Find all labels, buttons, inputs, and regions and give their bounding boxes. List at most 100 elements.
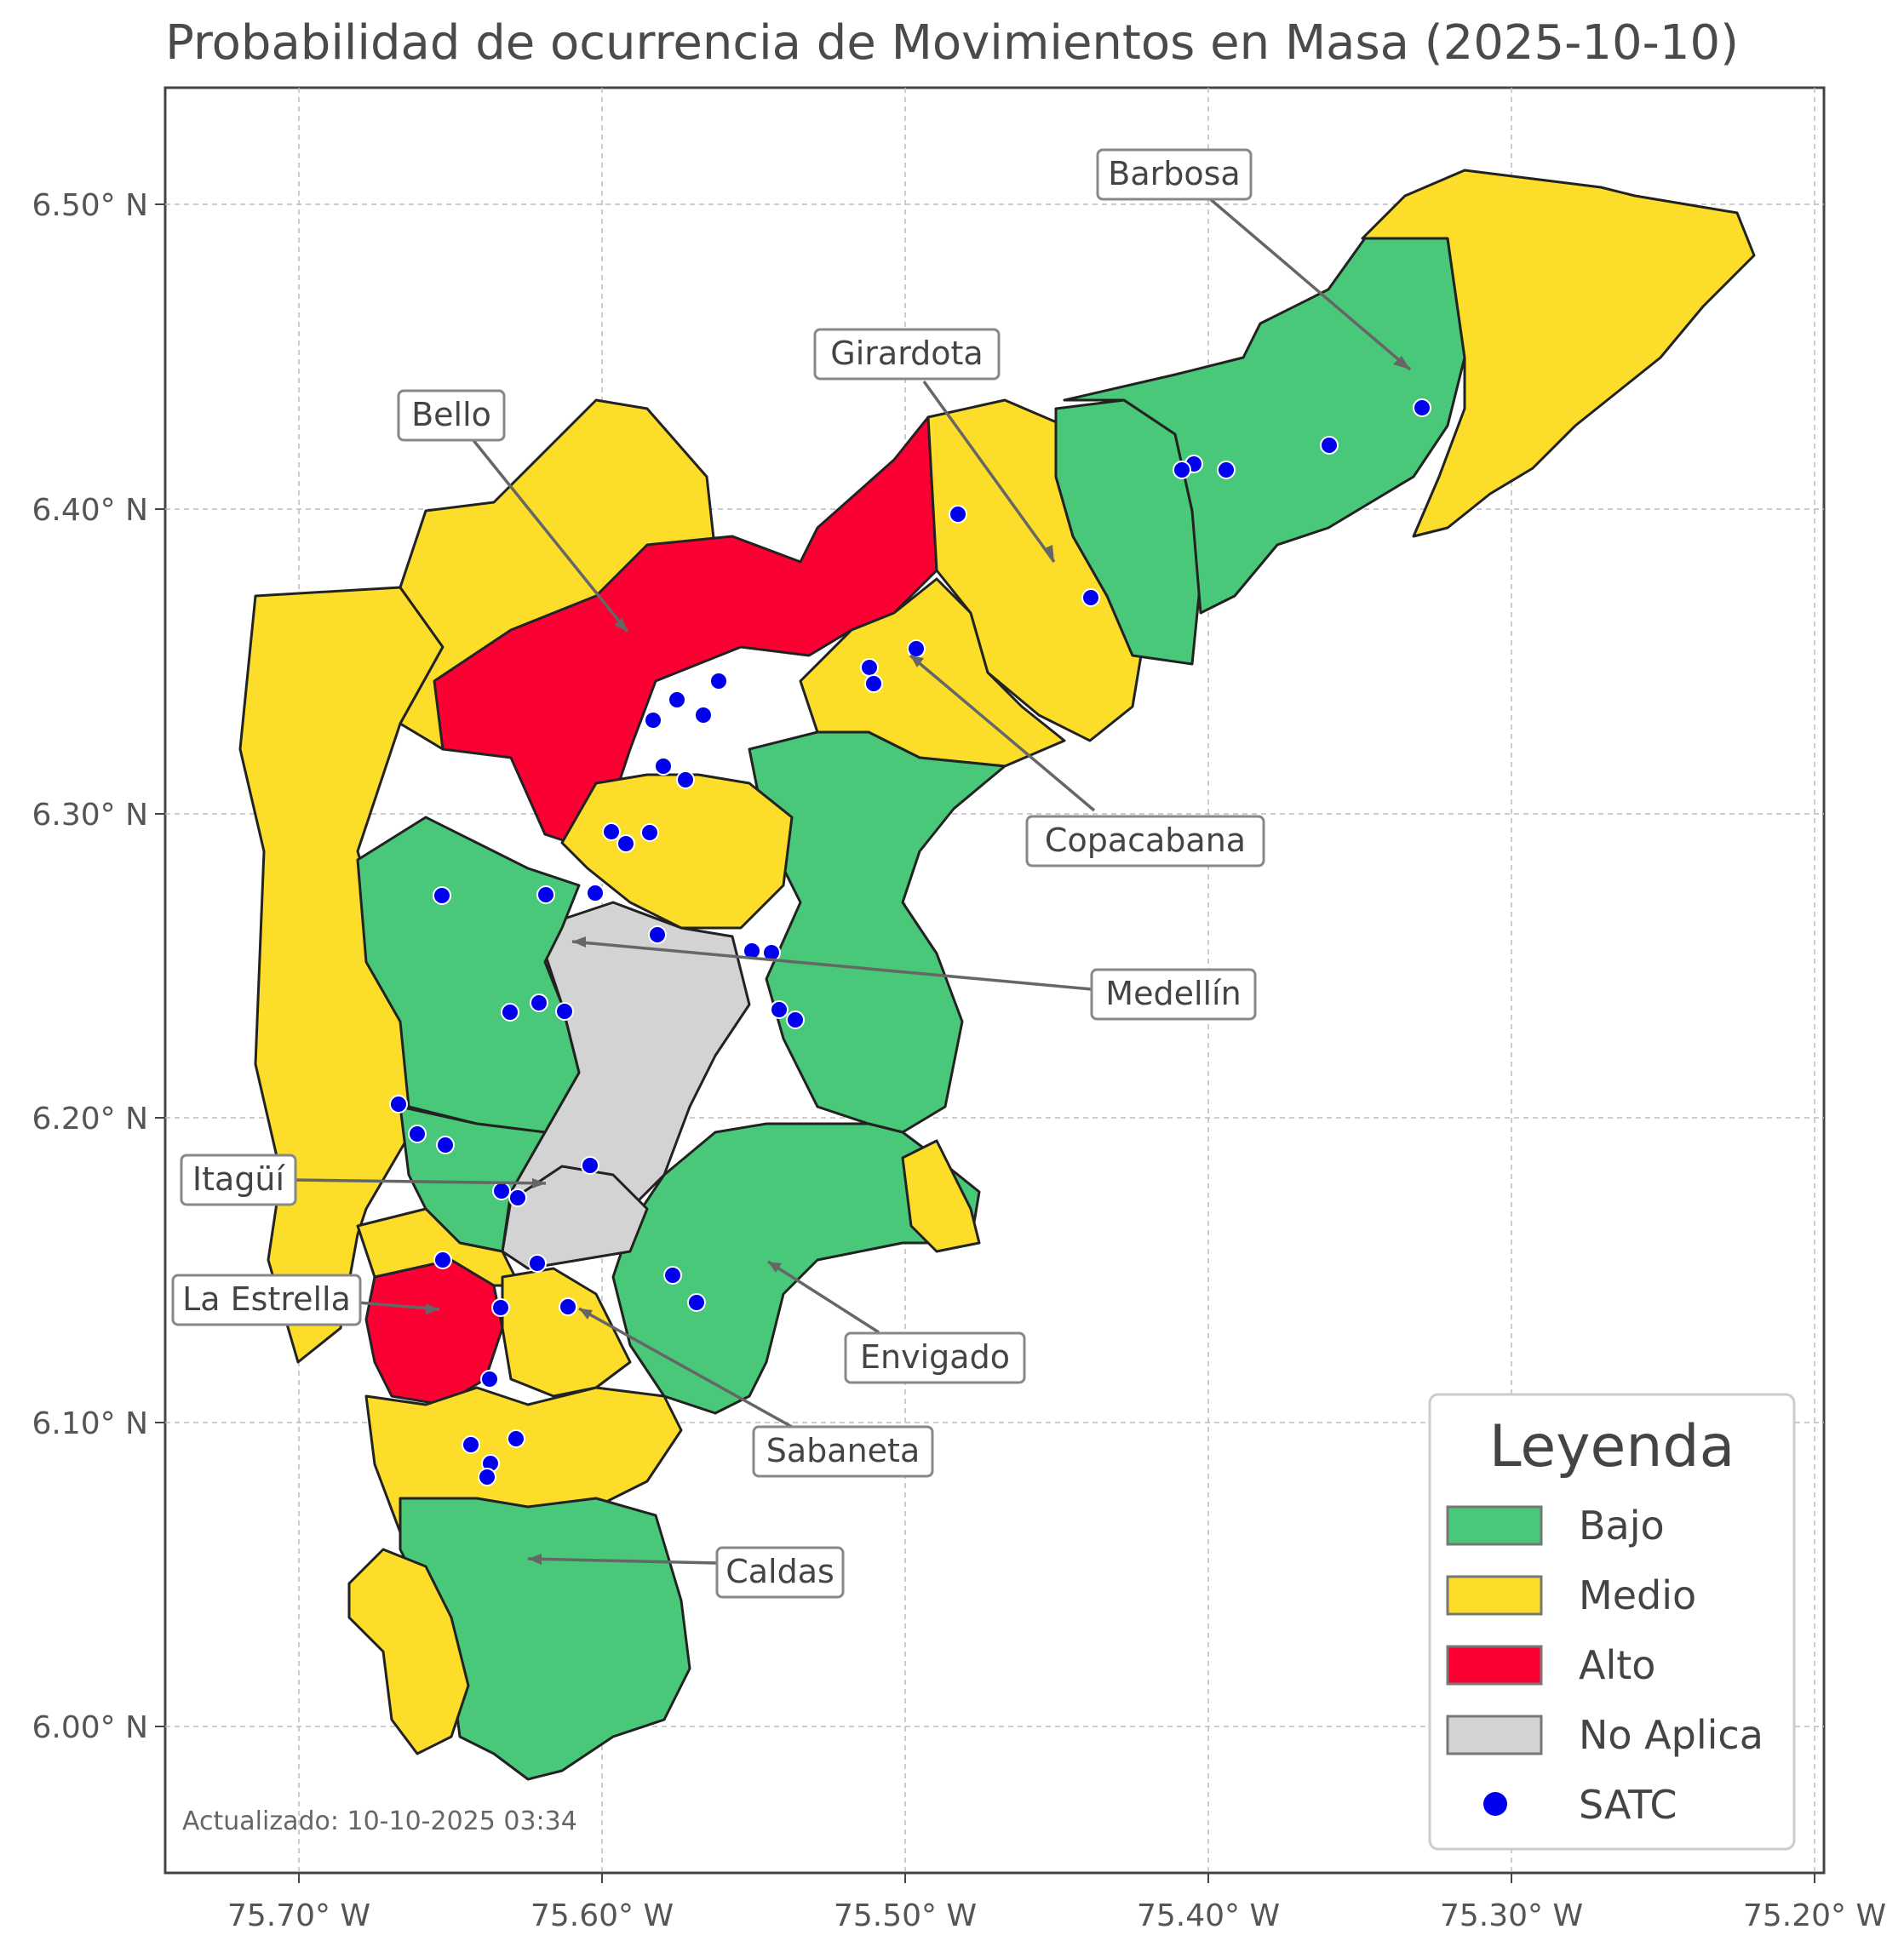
legend-marker-satc: [1483, 1792, 1507, 1816]
label-copacabana-text: Copacabana: [1045, 822, 1246, 859]
satc-station[interactable]: [507, 1429, 525, 1448]
label-la-estrella[interactable]: La Estrella: [171, 1274, 362, 1326]
label-girardota[interactable]: Girardota: [813, 328, 1001, 381]
region-medio-envigado-east[interactable]: [901, 1139, 981, 1253]
satc-stations: [389, 398, 1431, 1486]
satc-station[interactable]: [433, 886, 451, 905]
satc-station[interactable]: [480, 1370, 499, 1388]
region-bajo-envigado[interactable]: [611, 1122, 981, 1415]
satc-station[interactable]: [949, 505, 967, 524]
label-bello[interactable]: Bello: [397, 389, 506, 442]
updated-stamp: Actualizado: 10-10-2025 03:34: [182, 1806, 577, 1836]
satc-station[interactable]: [860, 658, 879, 677]
satc-station[interactable]: [528, 1254, 547, 1273]
label-bello-text: Bello: [411, 396, 491, 433]
legend-label-bajo: Bajo: [1579, 1503, 1665, 1549]
x-tick-label: 75.50° W: [834, 1898, 977, 1933]
legend-title: Leyenda: [1489, 1413, 1735, 1480]
satc-station[interactable]: [1081, 588, 1100, 607]
satc-station[interactable]: [648, 925, 667, 944]
satc-station[interactable]: [462, 1435, 480, 1454]
label-medellin[interactable]: Medellín: [1090, 968, 1257, 1021]
label-itagui[interactable]: Itagüí: [180, 1154, 297, 1206]
satc-station[interactable]: [676, 770, 695, 789]
satc-station[interactable]: [907, 639, 926, 658]
label-barbosa-text: Barbosa: [1108, 155, 1240, 192]
satc-station[interactable]: [1173, 461, 1191, 479]
satc-station[interactable]: [389, 1095, 408, 1114]
callout-labels: Barbosa Girardota Bello Copacabana Medel…: [171, 148, 1265, 1599]
label-caldas-text: Caldas: [725, 1553, 834, 1590]
satc-station[interactable]: [408, 1125, 427, 1143]
region-medio-barbosa[interactable]: [1361, 169, 1756, 538]
satc-station[interactable]: [501, 1003, 519, 1022]
satc-station[interactable]: [536, 885, 555, 904]
region-no-aplica-itagui[interactable]: [501, 1165, 649, 1270]
x-tick-label: 75.70° W: [227, 1898, 370, 1933]
legend-label-medio: Medio: [1579, 1572, 1696, 1618]
satc-station[interactable]: [1320, 436, 1339, 455]
satc-station[interactable]: [654, 757, 673, 776]
x-tick-label: 75.20° W: [1743, 1898, 1886, 1933]
satc-station[interactable]: [1413, 398, 1431, 417]
y-tick-label: 6.40° N: [32, 493, 148, 528]
legend-label-alto: Alto: [1579, 1642, 1655, 1688]
y-tick-label: 6.10° N: [32, 1406, 148, 1441]
label-itagui-text: Itagüí: [192, 1160, 286, 1198]
satc-station[interactable]: [694, 706, 713, 724]
y-tick-label: 6.30° N: [32, 798, 148, 833]
label-sabaneta-text: Sabaneta: [766, 1432, 920, 1469]
satc-station[interactable]: [581, 1156, 599, 1175]
satc-station[interactable]: [436, 1136, 455, 1154]
label-envigado-text: Envigado: [860, 1338, 1010, 1376]
x-tick-label: 75.40° W: [1137, 1898, 1280, 1933]
tick-marks: [155, 203, 1815, 1883]
region-bajo-medellin-east[interactable]: [748, 730, 1006, 1134]
satc-station[interactable]: [602, 822, 621, 841]
label-sabaneta[interactable]: Sabaneta: [752, 1425, 934, 1478]
satc-station[interactable]: [668, 690, 686, 709]
satc-station[interactable]: [559, 1297, 577, 1316]
label-barbosa[interactable]: Barbosa: [1096, 148, 1253, 201]
satc-station[interactable]: [687, 1293, 706, 1312]
satc-station[interactable]: [709, 672, 728, 690]
legend-label-no-aplica: No Aplica: [1579, 1712, 1763, 1758]
y-tick-label: 6.50° N: [32, 188, 148, 223]
satc-station[interactable]: [864, 674, 883, 693]
label-medellin-text: Medellín: [1105, 975, 1241, 1012]
satc-station[interactable]: [640, 823, 659, 842]
region-bajo-barbosa[interactable]: [1063, 228, 1466, 615]
satc-station[interactable]: [786, 1011, 805, 1029]
x-axis-labels: 75.70° W 75.60° W 75.50° W 75.40° W 75.3…: [227, 1898, 1886, 1933]
callout-arrows: [293, 196, 1412, 1565]
y-tick-label: 6.20° N: [32, 1102, 148, 1137]
satc-station[interactable]: [644, 711, 662, 730]
satc-station[interactable]: [770, 1000, 789, 1019]
y-axis-labels: 6.50° N 6.40° N 6.30° N 6.20° N 6.10° N …: [32, 188, 148, 1745]
region-medio-sabaneta[interactable]: [501, 1267, 632, 1398]
label-envigado[interactable]: Envigado: [844, 1331, 1026, 1384]
satc-station[interactable]: [617, 834, 635, 853]
label-caldas[interactable]: Caldas: [715, 1546, 845, 1599]
satc-station[interactable]: [491, 1298, 510, 1317]
map-title: Probabilidad de ocurrencia de Movimiento…: [165, 15, 1739, 71]
label-la-estrella-text: La Estrella: [182, 1280, 351, 1318]
legend-swatch-bajo: [1446, 1505, 1543, 1546]
region-medio-caldas-west[interactable]: [347, 1548, 470, 1755]
x-tick-label: 75.60° W: [530, 1898, 674, 1933]
legend-swatch-medio: [1446, 1575, 1543, 1616]
satc-station[interactable]: [478, 1468, 496, 1486]
legend-label-satc: SATC: [1579, 1782, 1677, 1828]
satc-station[interactable]: [555, 1002, 574, 1021]
satc-station[interactable]: [586, 884, 605, 902]
label-copacabana[interactable]: Copacabana: [1025, 815, 1265, 867]
legend-swatch-no-aplica: [1446, 1715, 1543, 1755]
satc-station[interactable]: [433, 1251, 452, 1269]
satc-station[interactable]: [1217, 461, 1236, 479]
satc-station[interactable]: [508, 1188, 527, 1207]
legend-swatch-alto: [1446, 1645, 1543, 1686]
satc-station[interactable]: [663, 1266, 682, 1285]
satc-station[interactable]: [492, 1182, 511, 1200]
satc-station[interactable]: [530, 993, 548, 1012]
